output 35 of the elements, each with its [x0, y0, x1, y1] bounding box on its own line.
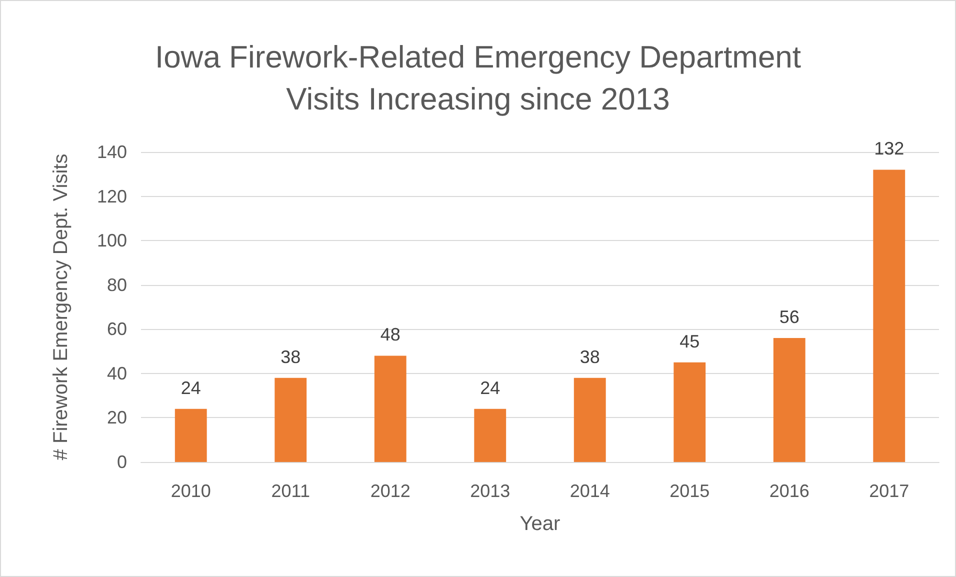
x-tick-label: 2013 — [470, 481, 510, 501]
y-tick-label: 60 — [106, 319, 127, 340]
x-tick-label: 2010 — [170, 481, 211, 501]
data-label: 24 — [480, 378, 500, 398]
bar — [474, 408, 506, 462]
y-tick-label: 140 — [96, 142, 127, 162]
x-tick-label: 2016 — [769, 481, 810, 501]
bar — [873, 170, 906, 462]
data-label: 38 — [580, 346, 600, 367]
data-label: 38 — [280, 346, 301, 367]
y-tick-label: 40 — [106, 363, 127, 384]
x-tick-label: 2011 — [271, 481, 310, 501]
y-tick-label: 20 — [106, 408, 127, 428]
bar — [574, 378, 606, 462]
data-label: 24 — [180, 378, 201, 398]
bar — [374, 356, 406, 462]
x-tick-label: 2017 — [869, 481, 910, 501]
x-tick-label: 2015 — [670, 481, 710, 501]
y-tick-label: 100 — [96, 230, 127, 251]
data-label: 132 — [874, 138, 904, 159]
y-axis-title: # Firework Emergency Dept. Visits — [50, 154, 72, 460]
chart-title: Iowa Firework-Related Emergency Department Visits Increasing since 2013 — [154, 40, 802, 116]
y-tick-label: 120 — [96, 186, 127, 206]
y-tick-label: 80 — [106, 274, 127, 295]
data-label: 45 — [680, 331, 700, 352]
data-label: 56 — [779, 307, 800, 327]
x-tick-label: 2012 — [370, 481, 410, 501]
bar — [174, 408, 207, 462]
bar — [773, 338, 806, 462]
bar — [674, 362, 706, 462]
y-tick-label: 0 — [116, 452, 127, 472]
bar — [274, 378, 307, 462]
x-axis-title: Year — [520, 513, 561, 535]
data-label: 48 — [380, 324, 400, 345]
x-tick-label: 2014 — [570, 481, 610, 501]
